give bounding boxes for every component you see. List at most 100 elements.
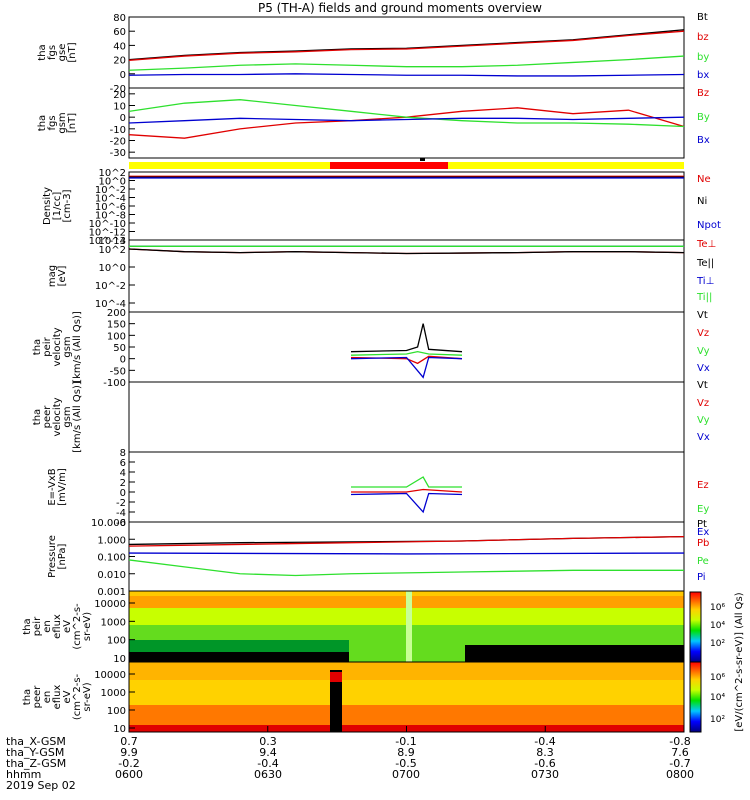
series-line-Bx bbox=[128, 116, 685, 124]
y-axis-label: mag bbox=[47, 265, 58, 287]
series-line-Pe bbox=[128, 559, 684, 577]
legend-Vz: Vz bbox=[697, 398, 709, 409]
y-tick-label: 10^-2 bbox=[95, 281, 126, 292]
y-tick-label: 10^3 bbox=[99, 236, 126, 247]
y-axis-label: tha bbox=[37, 44, 48, 60]
tick-z-gsm: -0.5 bbox=[395, 757, 416, 770]
series-line-Pb bbox=[128, 536, 685, 547]
y-tick-label: 0.001 bbox=[97, 587, 126, 598]
y-tick-label: 10 bbox=[113, 102, 126, 113]
y-axis-label: gsm bbox=[62, 406, 73, 427]
y-axis-label: [km/s (All Qs)] bbox=[72, 311, 83, 383]
y-axis-label: sr-eV) bbox=[82, 612, 93, 641]
colorbar-tick: 10⁴ bbox=[710, 693, 725, 703]
y-axis-label: gse bbox=[57, 44, 68, 62]
panel-density: 10^210^010^-210^-410^-610^-810^-1010^-12… bbox=[42, 168, 721, 247]
y-axis-label: peer bbox=[42, 405, 53, 429]
tick-y-gsm: 9.4 bbox=[259, 746, 277, 759]
y-axis-label: velocity bbox=[52, 327, 63, 366]
legend-Bz: Bz bbox=[697, 88, 709, 99]
panel-frame bbox=[128, 311, 685, 383]
legend-Npot: Npot bbox=[697, 220, 721, 231]
legend-Ni: Ni bbox=[697, 196, 707, 207]
y-tick-label: 4 bbox=[120, 468, 126, 479]
y-axis-label: eflux bbox=[52, 614, 63, 639]
colorbar-tick: 10² bbox=[710, 639, 725, 649]
peer-spectrogram bbox=[129, 662, 684, 732]
y-tick-label: 10^-14 bbox=[89, 236, 126, 247]
y-tick-label: -4 bbox=[116, 508, 126, 519]
tick-y-gsm: 8.9 bbox=[397, 746, 415, 759]
series-line-Ex bbox=[350, 492, 463, 514]
legend-Ti⊥: Ti⊥ bbox=[696, 276, 714, 287]
y-tick-label: 0 bbox=[120, 113, 126, 124]
tick-hhmm: 0700 bbox=[392, 768, 420, 781]
legend-bx: bx bbox=[697, 70, 709, 81]
series-line-Ez bbox=[351, 488, 463, 493]
legend-Ne: Ne bbox=[697, 174, 711, 185]
ephem-row-label: tha_X-GSM bbox=[6, 735, 66, 748]
y-tick-label: 2 bbox=[120, 478, 126, 489]
y-tick-label: 40 bbox=[113, 41, 126, 52]
y-tick-label: 10^0 bbox=[99, 177, 126, 188]
y-tick-label: 200 bbox=[107, 308, 126, 319]
y-axis-label: peir bbox=[32, 616, 43, 636]
y-axis-label: gsm bbox=[57, 112, 68, 133]
y-tick-label: 10^-8 bbox=[95, 211, 126, 222]
panel-frame bbox=[128, 239, 685, 313]
y-axis-label: [mV/m] bbox=[57, 468, 68, 506]
tick-hhmm: 0800 bbox=[666, 768, 694, 781]
y-tick-label: 10^-2 bbox=[95, 185, 126, 196]
y-tick-label: 60 bbox=[113, 27, 126, 38]
tick-z-gsm: -0.6 bbox=[534, 757, 555, 770]
tick-z-gsm: -0.2 bbox=[118, 757, 139, 770]
series-line-Te|| bbox=[128, 248, 685, 255]
series-line-Vt bbox=[350, 323, 463, 353]
y-tick-label: -30 bbox=[110, 148, 126, 159]
colorbar-tick: 10⁶ bbox=[710, 603, 725, 613]
series-line-Ey bbox=[351, 476, 462, 488]
y-tick-label: -6 bbox=[116, 518, 126, 529]
tick-x-gsm: -0.8 bbox=[669, 735, 690, 748]
y-tick-label: -20 bbox=[110, 137, 126, 148]
colorbar-tick: 10² bbox=[710, 715, 725, 725]
y-axis-label: eV bbox=[62, 690, 73, 703]
ephem-row-label: tha_Z-GSM bbox=[6, 757, 66, 770]
panel-peer_velocity: Vt Vz Vy Vx tha peer velocity gsm [km/s (All Qs)… bbox=[32, 380, 710, 453]
panel-temperature: 10^310^2 10^0 10^-2 10^-4 Te⊥ Te|| Ti⊥ Ti|| mag[… bbox=[47, 236, 716, 313]
y-axis-label: tha bbox=[32, 409, 43, 425]
legend-Pe: Pe bbox=[697, 556, 709, 567]
y-axis-label: E=-VxB bbox=[47, 468, 58, 505]
legend-bz: bz bbox=[697, 32, 709, 43]
y-axis-label: fgs bbox=[47, 45, 58, 60]
legend-Vx: Vx bbox=[697, 432, 710, 443]
quality-bar-red bbox=[330, 162, 448, 169]
tick-hhmm: 0600 bbox=[115, 768, 143, 781]
y-axis-label: (cm^2-s- bbox=[72, 673, 83, 720]
y-tick-label: -20 bbox=[110, 84, 126, 95]
colorbar-tick: 10⁶ bbox=[710, 673, 725, 683]
tick-z-gsm: -0.7 bbox=[669, 757, 690, 770]
tick-x-gsm: 0.3 bbox=[259, 735, 277, 748]
legend-Ey: Ey bbox=[697, 504, 709, 515]
y-tick-label: 150 bbox=[107, 320, 126, 331]
legend-Bt: Bt bbox=[697, 12, 708, 23]
series-line-bz bbox=[128, 30, 685, 61]
series-line-By bbox=[128, 99, 685, 128]
tick-x-gsm: -0.1 bbox=[395, 735, 416, 748]
y-tick-label: 10 bbox=[113, 654, 126, 665]
legend-Vz: Vz bbox=[697, 328, 709, 339]
peer-colorbar bbox=[689, 661, 702, 733]
y-axis-label: [cm-3] bbox=[62, 189, 73, 222]
y-axis-label: tha bbox=[37, 115, 48, 131]
y-tick-label: 10^0 bbox=[99, 263, 126, 274]
tick-hhmm: 0730 bbox=[531, 768, 559, 781]
y-axis-label: eflux bbox=[52, 685, 63, 710]
y-tick-label: 80 bbox=[113, 13, 126, 24]
legend-Vx: Vx bbox=[697, 363, 710, 374]
series-line-by bbox=[128, 55, 685, 71]
legend-Vy: Vy bbox=[697, 415, 710, 426]
y-tick-label: 10^-4 bbox=[95, 194, 126, 205]
y-axis-label: [eV] bbox=[57, 266, 68, 287]
